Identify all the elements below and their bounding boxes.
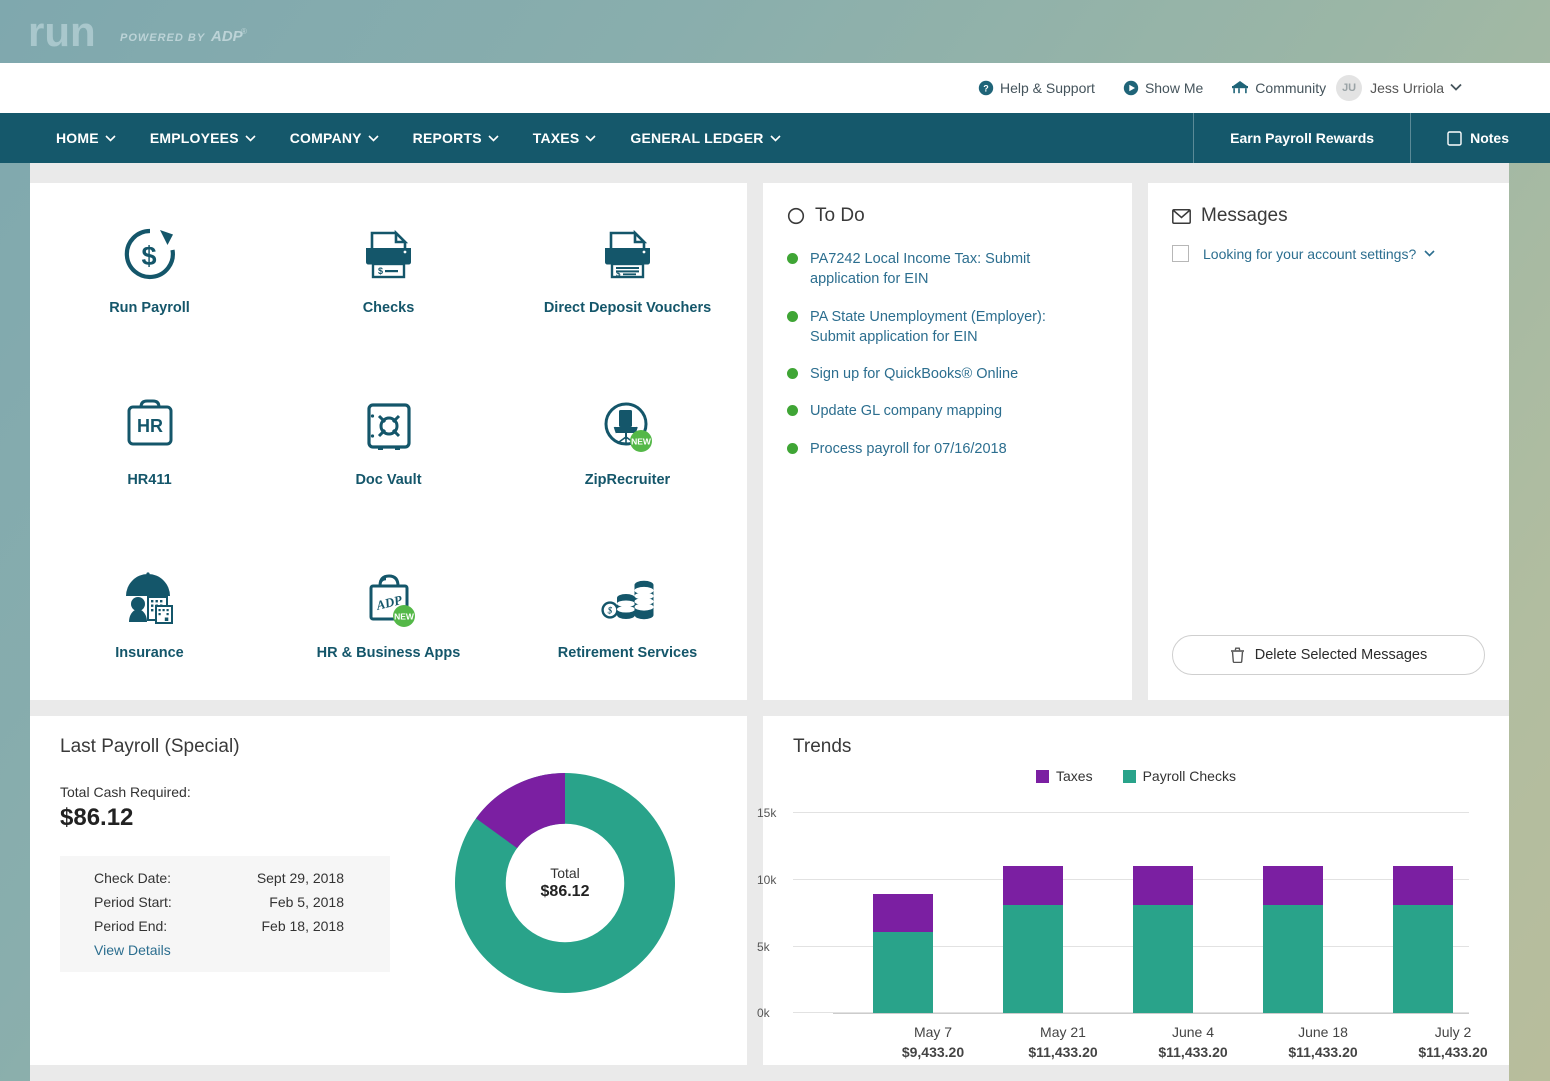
svg-text:$: $ bbox=[378, 266, 383, 276]
svg-text:$: $ bbox=[141, 241, 156, 271]
svg-text:run: run bbox=[28, 14, 96, 54]
svg-text:NEW: NEW bbox=[394, 611, 415, 621]
svg-text:HR: HR bbox=[137, 416, 163, 436]
svg-text:®: ® bbox=[241, 27, 247, 36]
svg-text:ADP: ADP bbox=[210, 28, 244, 45]
svg-text:?: ? bbox=[983, 84, 989, 94]
svg-text:$: $ bbox=[606, 605, 612, 615]
svg-text:NEW: NEW bbox=[631, 437, 652, 447]
svg-text:$: $ bbox=[616, 270, 621, 279]
svg-text:POWERED BY: POWERED BY bbox=[120, 32, 206, 44]
